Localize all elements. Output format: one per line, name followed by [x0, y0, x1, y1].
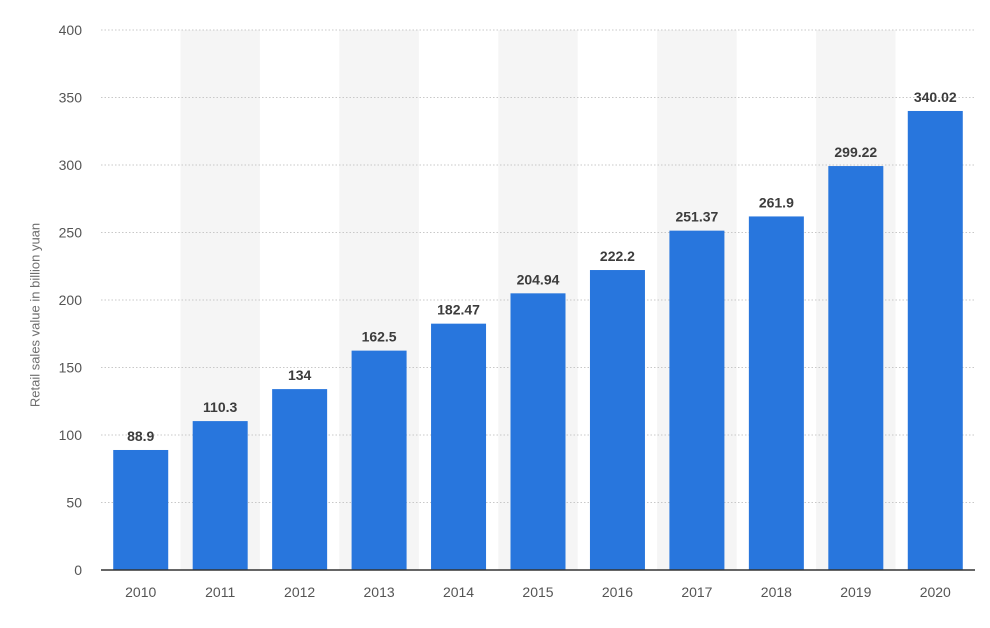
data-label: 162.5 [362, 329, 397, 345]
y-tick-label: 100 [59, 427, 83, 443]
data-label: 110.3 [203, 399, 237, 415]
bar[interactable] [748, 216, 804, 570]
data-label: 340.02 [914, 89, 957, 105]
bar[interactable] [828, 166, 884, 571]
data-label: 222.2 [600, 248, 635, 264]
y-axis-title: Retail sales value in billion yuan [27, 222, 43, 408]
x-tick-label: 2017 [681, 584, 712, 600]
y-tick-label: 400 [59, 22, 83, 38]
x-tick-label: 2020 [920, 584, 951, 600]
x-tick-label: 2018 [761, 584, 792, 600]
y-tick-label: 0 [74, 562, 82, 578]
y-tick-label: 300 [59, 157, 83, 173]
y-tick-label: 150 [59, 360, 83, 376]
x-tick-label: 2011 [205, 584, 235, 600]
data-label: 299.22 [834, 144, 877, 160]
x-tick-label: 2019 [840, 584, 871, 600]
data-label: 261.9 [759, 194, 794, 210]
y-tick-label: 50 [66, 495, 82, 511]
bar[interactable] [669, 230, 725, 570]
bar[interactable] [351, 350, 407, 570]
x-tick-label: 2012 [284, 584, 315, 600]
bar[interactable] [113, 449, 169, 570]
bar[interactable] [907, 110, 963, 571]
data-label: 88.9 [127, 428, 154, 444]
x-tick-label: 2013 [364, 584, 395, 600]
bar[interactable] [589, 270, 645, 570]
data-label: 182.47 [437, 302, 480, 318]
x-tick-label: 2016 [602, 584, 633, 600]
data-label: 204.94 [517, 271, 560, 287]
y-tick-label: 250 [59, 225, 83, 241]
bar[interactable] [272, 389, 328, 570]
x-tick-label: 2010 [125, 584, 156, 600]
bar[interactable] [431, 323, 487, 570]
y-tick-label: 350 [59, 90, 83, 106]
data-label: 134 [288, 367, 312, 383]
data-label: 251.37 [675, 209, 718, 225]
x-tick-label: 2015 [522, 584, 553, 600]
x-tick-label: 2014 [443, 584, 474, 600]
bar[interactable] [192, 421, 248, 570]
y-tick-label: 200 [59, 292, 83, 308]
bar[interactable] [510, 293, 566, 570]
